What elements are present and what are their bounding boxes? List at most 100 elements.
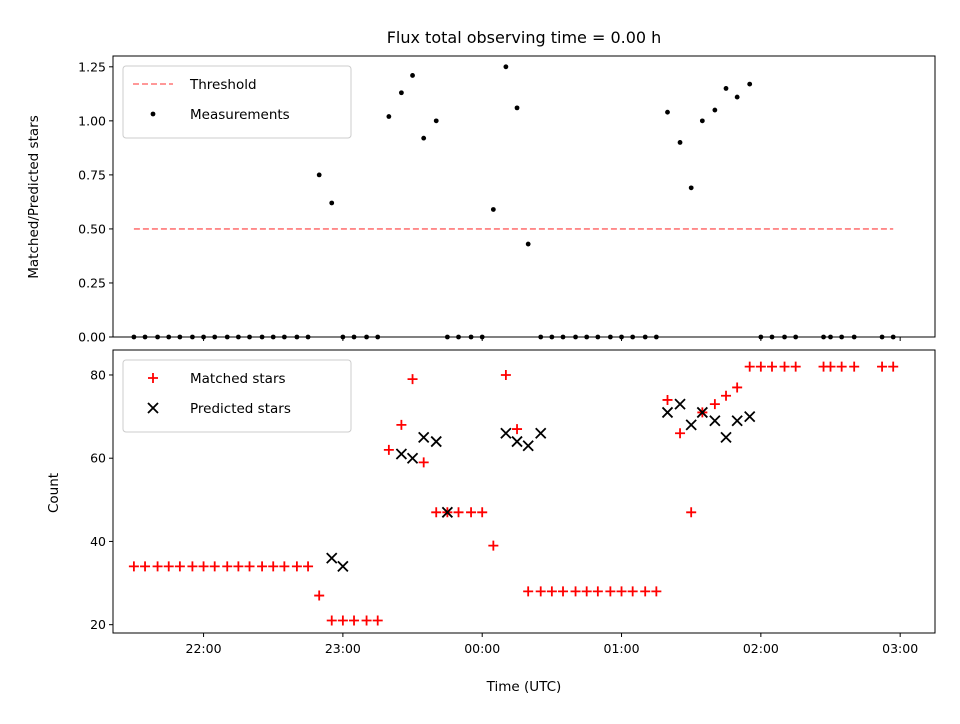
y-tick-label: 0.00 bbox=[78, 330, 106, 345]
matched-star-point bbox=[257, 561, 268, 572]
measurement-point bbox=[503, 64, 509, 70]
measurement-point bbox=[525, 241, 531, 247]
predicted-star-point bbox=[511, 435, 523, 448]
y-tick-label: 20 bbox=[90, 617, 106, 632]
predicted-star-point bbox=[441, 506, 454, 518]
matched-star-point bbox=[535, 586, 546, 597]
matched-star-point bbox=[581, 586, 592, 597]
matched-star-point bbox=[303, 561, 314, 572]
matched-star-point bbox=[877, 361, 888, 372]
predicted-star-point bbox=[709, 415, 721, 427]
y-tick-label: 0.75 bbox=[78, 167, 106, 182]
matched-star-point bbox=[570, 586, 581, 597]
axes-frame bbox=[112, 55, 936, 338]
predicted-star-point bbox=[731, 415, 743, 427]
legend-label: Measurements bbox=[190, 107, 290, 123]
measurement-point bbox=[712, 107, 718, 113]
y-tick-label: 1.25 bbox=[78, 59, 106, 74]
measurement-point bbox=[316, 172, 322, 178]
top-panel: 0.00 0.25 0.50 0.75 1.00 1.25 Threshold Measure… bbox=[78, 55, 936, 345]
measurement-point bbox=[386, 114, 392, 119]
measurement-point bbox=[723, 86, 729, 91]
bottom-y-axis-label: Count bbox=[46, 473, 62, 513]
predicted-star-point bbox=[696, 406, 708, 419]
matched-star-point bbox=[477, 507, 488, 518]
matched-star-point bbox=[407, 374, 418, 385]
matched-star-point bbox=[198, 561, 209, 572]
matched-star-point bbox=[686, 507, 697, 518]
y-tick-label: 0.25 bbox=[78, 275, 106, 290]
legend-measurements-swatch bbox=[150, 111, 156, 117]
matched-star-point bbox=[163, 561, 174, 572]
matched-star-point bbox=[418, 457, 429, 468]
matched-star-point bbox=[244, 561, 255, 572]
legend-box bbox=[122, 65, 352, 139]
axes-frame bbox=[112, 349, 936, 634]
matched-star-point bbox=[558, 586, 569, 597]
y-tick-label: 0.50 bbox=[78, 221, 106, 236]
predicted-star-point bbox=[661, 406, 674, 419]
x-tick-label: 00:00 bbox=[464, 641, 500, 656]
matched-star-point bbox=[523, 586, 534, 597]
matched-star-point bbox=[187, 561, 198, 572]
predicted-star-point bbox=[685, 419, 697, 431]
y-tick-label: 1.00 bbox=[78, 113, 106, 128]
matched-star-point bbox=[361, 615, 372, 626]
measurement-point bbox=[699, 118, 705, 124]
measurement-point bbox=[734, 94, 740, 100]
matched-star-point bbox=[209, 561, 220, 572]
matched-star-point bbox=[512, 424, 523, 435]
legend: Threshold Measurements bbox=[122, 65, 352, 139]
predicted-star-point bbox=[522, 440, 534, 452]
matched-star-point bbox=[662, 394, 673, 405]
matched-star-point bbox=[314, 590, 325, 601]
matched-star-point bbox=[349, 615, 360, 626]
matched-star-point bbox=[779, 361, 790, 372]
x-tick-label: 02:00 bbox=[743, 641, 779, 656]
predicted-star-point bbox=[418, 431, 430, 444]
x-tick-label: 03:00 bbox=[882, 641, 918, 656]
matched-star-point bbox=[605, 586, 616, 597]
matched-star-point bbox=[233, 561, 244, 572]
matched-star-point bbox=[152, 561, 163, 572]
measurement-point bbox=[433, 118, 439, 124]
predicted-star-point bbox=[674, 398, 686, 410]
legend-box bbox=[122, 359, 352, 433]
matched-star-point bbox=[546, 586, 557, 597]
matched-star-point bbox=[836, 361, 847, 372]
legend-label: Predicted stars bbox=[190, 401, 291, 417]
measurement-point bbox=[688, 185, 694, 191]
matched-star-point bbox=[675, 428, 686, 439]
matched-star-point bbox=[396, 419, 407, 430]
legend-label: Matched stars bbox=[190, 371, 286, 387]
matched-star-point bbox=[732, 382, 743, 393]
matched-star-point bbox=[849, 361, 860, 372]
legend: Matched stars Predicted stars bbox=[122, 359, 352, 433]
predicted-star-point bbox=[337, 560, 349, 573]
predicted-star-point bbox=[720, 431, 732, 444]
matched-star-point bbox=[431, 507, 442, 518]
matched-star-point bbox=[466, 507, 477, 518]
legend-matched-swatch bbox=[148, 373, 158, 383]
y-tick-label: 40 bbox=[90, 534, 106, 549]
measurement-point bbox=[665, 109, 670, 115]
matched-star-point bbox=[592, 586, 603, 597]
matched-star-point bbox=[888, 361, 899, 372]
measurement-point bbox=[398, 90, 404, 96]
matched-star-point bbox=[140, 561, 151, 572]
predicted-star-point bbox=[744, 410, 756, 423]
x-axis-label: Time (UTC) bbox=[486, 679, 562, 695]
x-tick-label: 01:00 bbox=[604, 641, 640, 656]
top-y-axis-label: Matched/Predicted stars bbox=[26, 115, 42, 278]
matched-star-point bbox=[174, 561, 185, 572]
legend-label: Threshold bbox=[189, 77, 257, 93]
x-tick-label: 22:00 bbox=[186, 641, 222, 656]
matched-star-point bbox=[488, 540, 499, 551]
matched-star-point bbox=[268, 561, 279, 572]
measurement-point bbox=[747, 81, 753, 87]
predicted-star-point bbox=[535, 427, 547, 439]
matched-star-point bbox=[326, 615, 337, 626]
matched-star-point bbox=[627, 586, 638, 597]
matched-star-point bbox=[744, 361, 755, 372]
